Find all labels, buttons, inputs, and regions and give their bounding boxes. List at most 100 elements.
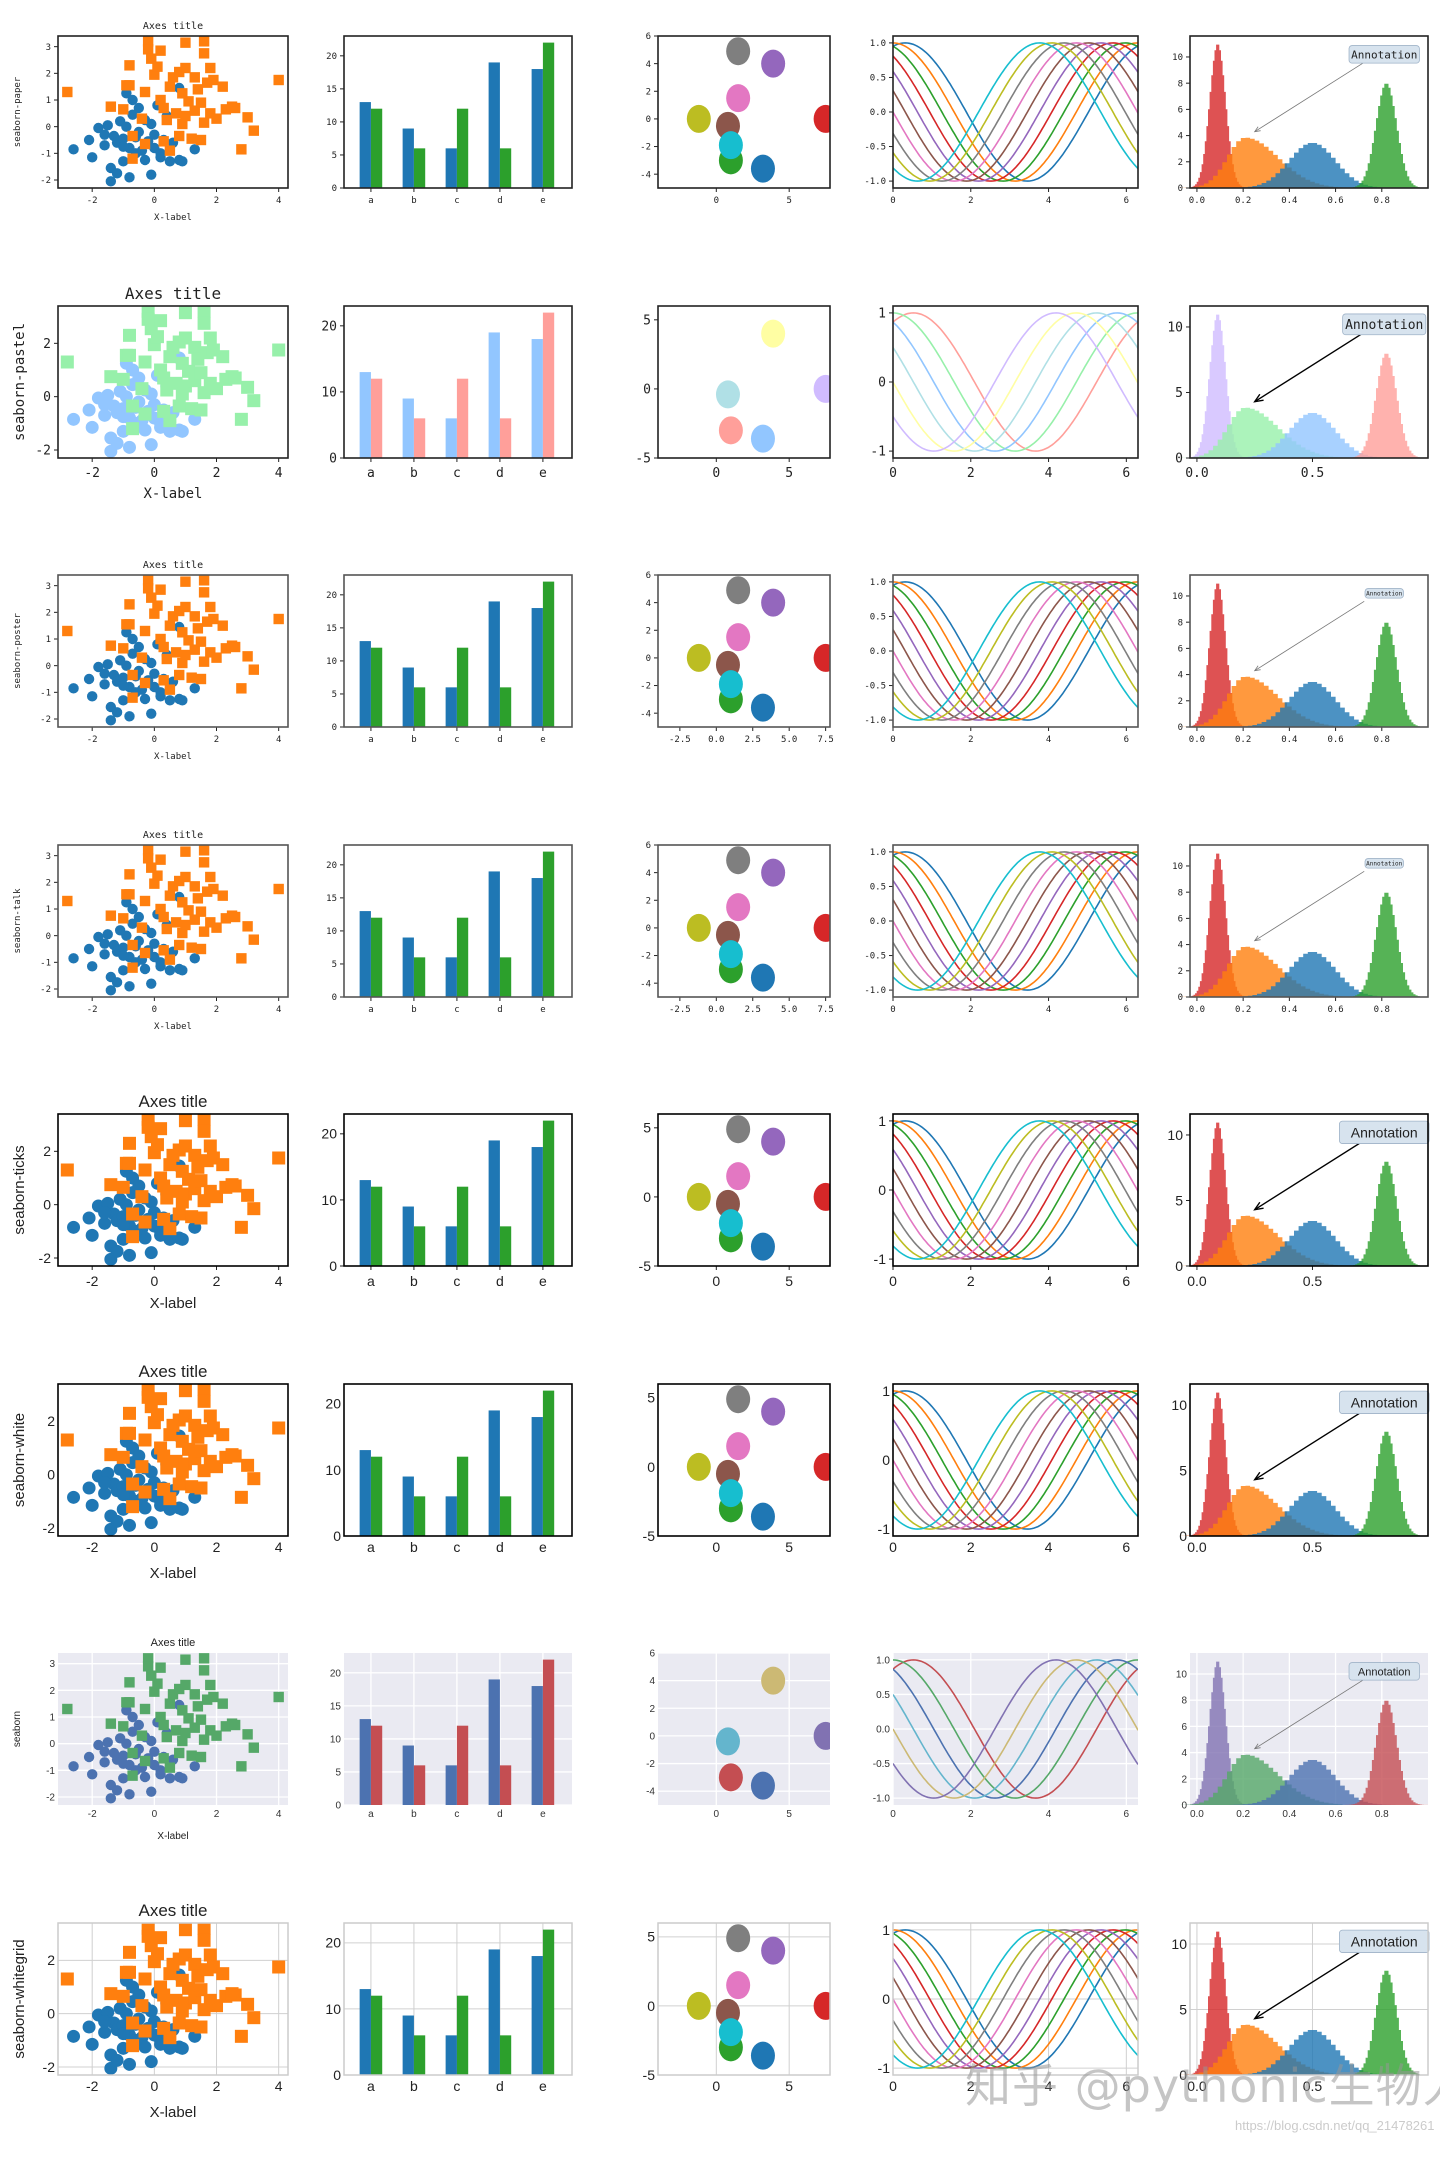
svg-text:-5: -5 bbox=[643, 2066, 656, 2082]
x-label: X-label bbox=[150, 2104, 197, 2121]
svg-text:0: 0 bbox=[43, 1197, 51, 1213]
circles-panel: -4 -2 0 2 4 6 0 5 bbox=[600, 1617, 860, 1867]
x-label: X-label bbox=[157, 1831, 188, 1842]
axes-title: Axes title bbox=[151, 1637, 196, 1649]
svg-text:0.0: 0.0 bbox=[1185, 466, 1208, 481]
axes-title: Axes title bbox=[139, 1901, 208, 1920]
circles-panel: -4 -2 0 2 4 6 -2.5 0.0 2.5 5.0 7.5 bbox=[600, 539, 860, 789]
svg-text:1: 1 bbox=[878, 306, 886, 321]
watermark-text: 知乎 @pythonic生物人 bbox=[965, 2059, 1440, 2113]
svg-text:-2: -2 bbox=[87, 735, 98, 745]
svg-text:20: 20 bbox=[325, 1934, 341, 1950]
svg-text:c: c bbox=[453, 466, 461, 481]
annotation-label: Annotation bbox=[1345, 318, 1423, 333]
svg-text:4: 4 bbox=[1178, 940, 1183, 950]
svg-text:0: 0 bbox=[333, 2066, 341, 2082]
svg-text:10: 10 bbox=[330, 1734, 342, 1745]
svg-text:7.5: 7.5 bbox=[817, 1005, 833, 1015]
svg-text:e: e bbox=[540, 735, 545, 745]
svg-text:b: b bbox=[410, 466, 418, 481]
lines-panel: -1 0 1 0 2 4 6 bbox=[860, 270, 1160, 520]
svg-text:c: c bbox=[453, 2078, 460, 2094]
svg-text:4: 4 bbox=[275, 1539, 283, 1555]
svg-text:-2.5: -2.5 bbox=[669, 1005, 691, 1015]
svg-text:0: 0 bbox=[647, 1458, 655, 1474]
svg-text:1: 1 bbox=[882, 1921, 890, 1937]
svg-text:0.4: 0.4 bbox=[1281, 196, 1297, 206]
svg-text:2: 2 bbox=[43, 1143, 51, 1159]
svg-text:2: 2 bbox=[46, 878, 51, 888]
histogram-panel: Annotation 0 2 4 6 8 10 0.0 0.2 0.4 0.6 0.8 bbox=[1153, 1617, 1440, 1867]
svg-text:0: 0 bbox=[47, 1466, 55, 1482]
svg-text:0.0: 0.0 bbox=[870, 647, 886, 657]
svg-text:0.5: 0.5 bbox=[870, 74, 886, 84]
svg-text:d: d bbox=[497, 196, 502, 206]
svg-text:-1: -1 bbox=[878, 1520, 891, 1536]
svg-text:0: 0 bbox=[49, 1739, 55, 1750]
svg-text:-2: -2 bbox=[84, 466, 100, 481]
svg-text:0.2: 0.2 bbox=[1235, 735, 1251, 745]
svg-text:-5: -5 bbox=[643, 1527, 656, 1543]
circles-panel: -4 -2 0 2 4 6 0 5 bbox=[600, 0, 860, 250]
svg-text:10: 10 bbox=[1167, 1127, 1183, 1143]
svg-text:2: 2 bbox=[49, 1686, 55, 1697]
svg-text:b: b bbox=[411, 1005, 416, 1015]
svg-text:-2: -2 bbox=[87, 1005, 98, 1015]
svg-text:10: 10 bbox=[1172, 53, 1183, 63]
svg-text:5: 5 bbox=[786, 196, 791, 206]
svg-text:0.2: 0.2 bbox=[1236, 1809, 1250, 1820]
svg-text:0: 0 bbox=[890, 196, 895, 206]
svg-text:0: 0 bbox=[712, 1539, 720, 1555]
svg-text:0.4: 0.4 bbox=[1281, 735, 1297, 745]
svg-text:4: 4 bbox=[275, 2078, 283, 2094]
svg-text:2: 2 bbox=[967, 1539, 975, 1555]
svg-text:10: 10 bbox=[321, 385, 337, 400]
svg-text:0: 0 bbox=[889, 1539, 897, 1555]
svg-text:15: 15 bbox=[326, 894, 337, 904]
svg-text:2: 2 bbox=[213, 2078, 221, 2094]
svg-text:a: a bbox=[367, 1273, 375, 1289]
svg-text:e: e bbox=[540, 1005, 545, 1015]
svg-text:10: 10 bbox=[326, 657, 337, 667]
svg-text:d: d bbox=[496, 1273, 504, 1289]
scatter-panel: -2 -1 0 1 2 3 -2 0 2 4 Axes title X-label seaborn-po… bbox=[0, 539, 300, 789]
lines-panel: -1 0 1 0 2 4 6 bbox=[860, 1348, 1160, 1598]
svg-text:8: 8 bbox=[1178, 888, 1183, 898]
svg-text:a: a bbox=[367, 1539, 375, 1555]
bar-panel: 0 5 10 15 20 a b c d e bbox=[300, 0, 600, 250]
svg-text:0: 0 bbox=[882, 1990, 890, 2006]
svg-text:4: 4 bbox=[276, 1809, 282, 1820]
svg-text:5: 5 bbox=[647, 1928, 655, 1944]
x-label: X-label bbox=[154, 1022, 192, 1032]
bar-panel: 0 10 20 a b c d e bbox=[300, 1887, 600, 2137]
svg-text:5: 5 bbox=[332, 151, 337, 161]
svg-text:4: 4 bbox=[1046, 1005, 1051, 1015]
svg-text:5: 5 bbox=[786, 1809, 792, 1820]
svg-text:4: 4 bbox=[1181, 1748, 1187, 1759]
svg-text:-2: -2 bbox=[35, 443, 51, 458]
svg-text:-2.5: -2.5 bbox=[669, 735, 691, 745]
svg-text:0: 0 bbox=[878, 375, 886, 390]
svg-text:8: 8 bbox=[1178, 79, 1183, 89]
svg-text:0.8: 0.8 bbox=[1375, 1809, 1389, 1820]
svg-text:0.5: 0.5 bbox=[870, 882, 886, 892]
svg-text:-1: -1 bbox=[46, 1766, 55, 1777]
svg-text:0: 0 bbox=[152, 735, 157, 745]
svg-text:0.0: 0.0 bbox=[708, 1005, 724, 1015]
svg-text:1: 1 bbox=[46, 635, 51, 645]
svg-text:-2: -2 bbox=[640, 143, 651, 153]
svg-text:b: b bbox=[411, 1809, 417, 1820]
svg-text:0: 0 bbox=[882, 1451, 890, 1467]
annotation-label: Annotation bbox=[1351, 1933, 1418, 1949]
svg-text:0: 0 bbox=[890, 1005, 895, 1015]
scatter-panel: -2 -1 0 1 2 3 -2 0 2 4 Axes title X-label seaborn-ta… bbox=[0, 809, 300, 1059]
svg-text:0: 0 bbox=[152, 1809, 158, 1820]
svg-text:-2: -2 bbox=[46, 1793, 55, 1804]
svg-text:-1.0: -1.0 bbox=[864, 177, 886, 187]
svg-text:2: 2 bbox=[968, 1005, 973, 1015]
svg-text:0: 0 bbox=[714, 1809, 720, 1820]
svg-text:4: 4 bbox=[1045, 2078, 1053, 2094]
svg-text:0: 0 bbox=[647, 1997, 655, 2013]
svg-text:5: 5 bbox=[1175, 386, 1183, 401]
x-label: X-label bbox=[143, 486, 202, 502]
